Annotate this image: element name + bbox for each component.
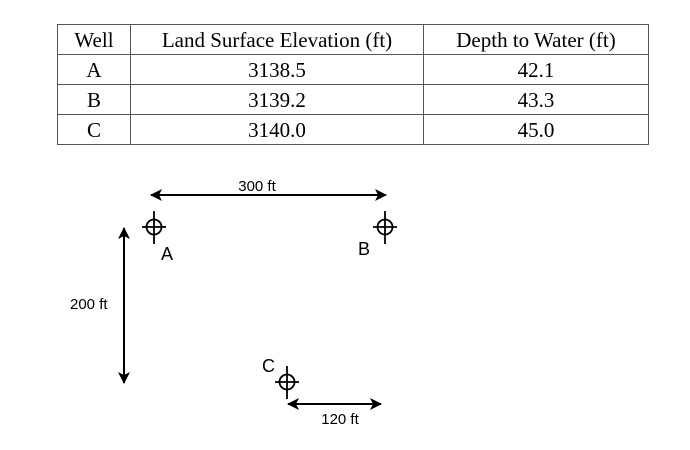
well-c-symbol [275, 366, 299, 399]
dimension-label-300: 300 ft [238, 178, 276, 195]
well-a-label: A [161, 244, 173, 264]
cell-elevation: 3140.0 [130, 114, 424, 145]
well-a-symbol [142, 211, 166, 244]
well-data-table: Well Land Surface Elevation (ft) Depth t… [57, 24, 649, 145]
header-depth: Depth to Water (ft) [423, 24, 649, 55]
well-b-label: B [358, 239, 370, 259]
dimension-label-120: 120 ft [321, 411, 359, 428]
table-row: C 3140.0 45.0 [57, 114, 649, 145]
well-b-symbol [373, 211, 397, 244]
cell-well: B [57, 84, 131, 115]
table-header-row: Well Land Surface Elevation (ft) Depth t… [57, 24, 649, 55]
header-well: Well [57, 24, 131, 55]
well-c-label: C [262, 356, 275, 376]
cell-depth: 42.1 [423, 54, 649, 85]
dimension-label-200: 200 ft [70, 296, 108, 313]
header-elevation: Land Surface Elevation (ft) [130, 24, 424, 55]
cell-depth: 43.3 [423, 84, 649, 115]
cell-well: C [57, 114, 131, 145]
table-row: B 3139.2 43.3 [57, 84, 649, 115]
cell-depth: 45.0 [423, 114, 649, 145]
